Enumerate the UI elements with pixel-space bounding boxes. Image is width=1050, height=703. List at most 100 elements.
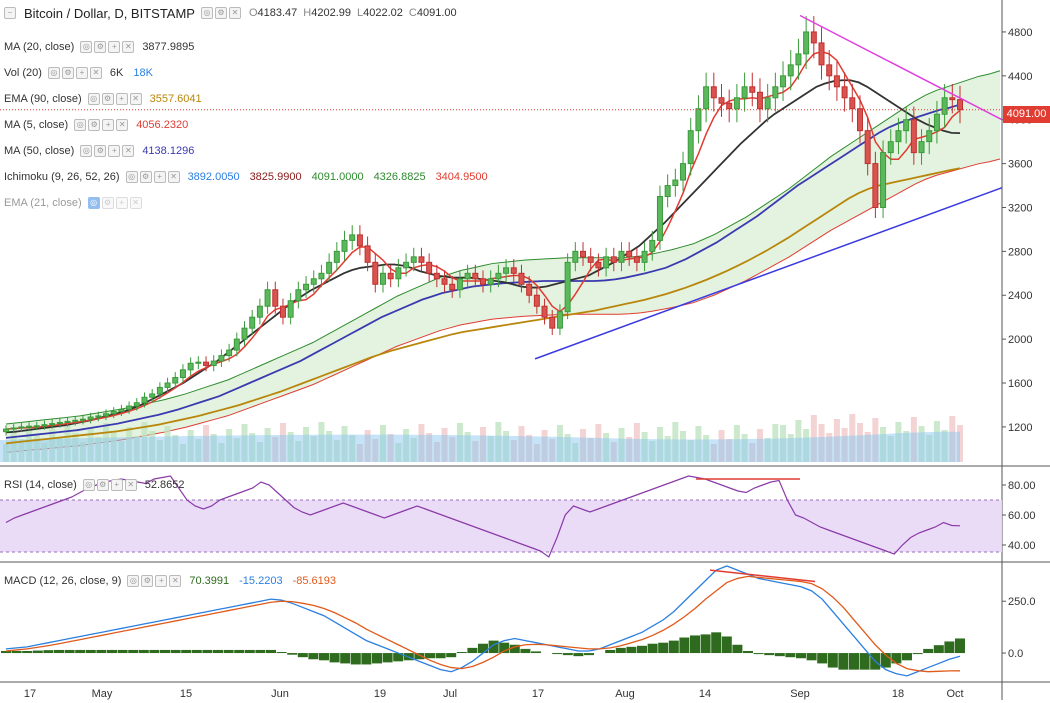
candle-body [218,355,225,362]
macd-histogram-bar [11,650,22,654]
legend-volume[interactable]: Vol (20) ◎ ⚙ + ✕ 6K 18K [4,64,163,82]
ema90-controls[interactable]: ◎ ⚙ + ✕ [87,93,142,105]
macd-histogram-bar [891,653,902,664]
candle-body [918,141,925,154]
rsi-controls[interactable]: ◎ ⚙ + ✕ [82,479,137,491]
macd-controls[interactable]: ◎ ⚙ + ✕ [127,575,182,587]
candle-body [356,234,363,247]
candle-body [141,396,148,404]
macd-histogram-bar [796,653,806,659]
high-label: H [303,7,312,19]
candle-body [418,256,425,263]
macd-histogram-bar [297,653,308,658]
candle-body [926,130,933,143]
symbol-controls[interactable]: ◎ ⚙ ✕ [200,7,241,19]
candle-body [441,278,448,285]
candle-body [164,382,171,388]
resistance-trendline [799,14,1003,121]
candle-body [941,97,948,115]
legend-ma50[interactable]: MA (50, close) ◎ ⚙ + ✕ 4138.1296 [4,142,204,160]
candle-body [633,256,640,263]
macd-histogram-bar [234,649,245,654]
macd-histogram-bar [340,653,351,664]
vol-controls[interactable]: ◎ ⚙ + ✕ [47,67,102,79]
candle-body [957,99,963,111]
candle-body [279,305,286,318]
candle-body [910,119,917,154]
candle-body [10,427,17,430]
candle-body [95,415,102,418]
candle-body [610,256,617,263]
macd-histogram-bar [509,644,520,654]
legend-macd[interactable]: MACD (12, 26, close, 9) ◎ ⚙ + ✕ 70.3991 -15… [4,572,346,590]
candle-body [264,289,271,307]
legend-ema21[interactable]: EMA (21, close) ◎ ⚙ + ✕ [4,194,150,212]
ichimoku-controls[interactable]: ◎ ⚙ + ✕ [125,171,180,183]
macd-histogram-bar [849,653,859,670]
price-tick-label: 1200 [1008,422,1032,434]
candle-body [487,278,494,285]
macd-histogram-bar [838,653,849,670]
candle-body [303,283,310,291]
price-tick-label: 1600 [1008,378,1032,390]
macd-histogram-bar [160,649,170,654]
price-tick-label: 4400 [1008,71,1032,83]
ichimoku-value-5: 3404.9500 [435,171,488,183]
macd-value-3: -85.6193 [292,575,337,587]
open-label: O [248,7,258,19]
macd-histogram-bar [181,649,192,654]
legend-rsi[interactable]: RSI (14, close) ◎ ⚙ + ✕ 52.8652 [4,476,195,494]
candle-body [541,305,548,318]
legend-ema90[interactable]: EMA (90, close) ◎ ⚙ + ✕ 3557.6041 [4,90,212,108]
macd-histogram-bar [266,649,276,654]
candle-body [818,42,825,66]
legend-ma20[interactable]: MA (20, close) ◎ ⚙ + ✕ 3877.9895 [4,38,204,56]
macd-histogram-bar [774,653,785,657]
legend-ma5[interactable]: MA (5, close) ◎ ⚙ + ✕ 4056.2320 [4,116,198,134]
candle-body [341,239,348,252]
candle-body [179,369,186,379]
collapse-icon[interactable]: − [4,7,16,19]
macd-histogram-bar [817,653,828,664]
ema90-name: EMA (90, close) [4,93,82,105]
ichimoku-value-4: 4326.8825 [373,171,426,183]
x-tick-label: 15 [180,688,192,700]
x-tick-label: 18 [892,688,904,700]
macd-histogram-bar [467,647,478,654]
ma5-controls[interactable]: ◎ ⚙ + ✕ [74,119,129,131]
macd-histogram-bar [912,653,923,655]
candle-body [18,426,25,429]
candle-body [710,86,717,99]
ma20-controls[interactable]: ◎ ⚙ + ✕ [80,41,135,53]
candle-body [856,108,863,132]
macd-histogram-bar [584,653,594,656]
macd-histogram-bar [478,643,488,654]
candle-body [903,119,910,132]
current-price-tag: 4091.00 [1003,106,1050,123]
macd-histogram-bar [531,651,541,654]
candle-body [526,283,533,296]
ma50-controls[interactable]: ◎ ⚙ + ✕ [80,145,135,157]
ema21-controls[interactable]: ◎ ⚙ + ✕ [87,197,142,209]
rsi-band [0,500,1002,552]
candle-body [310,278,317,285]
macd-histogram-bar [785,653,796,658]
candle-body [149,393,156,398]
support-trendline [534,187,1003,360]
senkou-span-b [5,158,1001,453]
legend-ichimoku[interactable]: Ichimoku (9, 26, 52, 26) ◎ ⚙ + ✕ 3892.0050 … [4,168,498,186]
ema21-name: EMA (21, close) [4,197,82,209]
candle-body [456,278,463,291]
macd-histogram-bar [923,648,934,654]
x-tick-label: May [92,688,113,700]
open-value: 4183.47 [257,7,298,19]
ma20-value: 3877.9895 [142,41,195,53]
candle-body [764,97,771,110]
ma5-name: MA (5, close) [4,119,69,131]
candle-body [580,250,587,258]
macd-histogram-bar [223,649,234,654]
macd-histogram-bar [329,653,340,663]
x-tick-label: Sep [790,688,810,700]
x-tick-label: 17 [532,688,544,700]
